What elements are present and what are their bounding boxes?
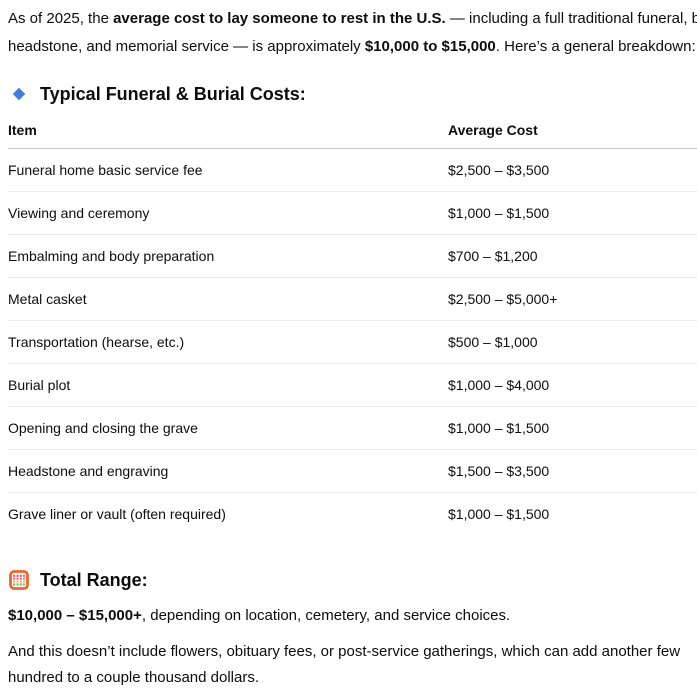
intro-text: headstone, and memorial service — is app… bbox=[8, 38, 365, 55]
column-header-item: Item bbox=[8, 116, 448, 149]
table-row: Viewing and ceremony $1,000 – $1,500 bbox=[8, 191, 697, 235]
item-cell: Funeral home basic service fee bbox=[8, 148, 448, 192]
table-row: Embalming and body preparation $700 – $1… bbox=[8, 234, 697, 278]
intro-bold-text: average cost to lay someone to rest in t… bbox=[113, 10, 446, 27]
table-row: Opening and closing the grave $1,000 – $… bbox=[8, 406, 697, 450]
intro-line-2: headstone, and memorial service — is app… bbox=[8, 33, 697, 61]
item-cell: Viewing and ceremony bbox=[8, 191, 448, 235]
intro-bold-text: $10,000 to $15,000 bbox=[364, 38, 496, 55]
costs-table-body: Funeral home basic service fee $2,500 – … bbox=[8, 148, 697, 536]
item-cell: Burial plot bbox=[8, 363, 448, 407]
cost-cell: $1,000 – $1,500 bbox=[448, 506, 550, 522]
costs-section-title: Typical Funeral & Burial Costs: bbox=[40, 84, 306, 104]
cost-cell: $1,000 – $4,000 bbox=[448, 363, 697, 407]
table-row: Transportation (hearse, etc.) $500 – $1,… bbox=[8, 320, 697, 364]
item-cell: Opening and closing the grave bbox=[8, 406, 448, 450]
table-row: Metal casket $2,500 – $5,000+ bbox=[8, 277, 697, 321]
abacus-icon bbox=[8, 570, 30, 590]
table-row: Funeral home basic service fee $2,500 – … bbox=[8, 148, 697, 192]
total-range-heading: Total Range: bbox=[8, 568, 697, 592]
table-row: Headstone and engraving $1,500 – $3,500 bbox=[8, 449, 697, 493]
table-row: Grave liner or vault (often required) $1… bbox=[8, 493, 697, 536]
item-cell: Grave liner or vault (often required) bbox=[8, 506, 226, 522]
closing-paragraph: And this doesn’t include flowers, obitua… bbox=[8, 643, 681, 686]
total-range-paragraph: $10,000 – $15,000+, depending on locatio… bbox=[8, 606, 694, 626]
item-cell: Headstone and engraving bbox=[8, 449, 448, 493]
cost-cell: $1,500 – $3,500 bbox=[448, 449, 697, 493]
cost-cell: $2,500 – $3,500 bbox=[448, 148, 697, 192]
costs-table-header: Item Average Cost bbox=[8, 116, 697, 149]
intro-line-1: As of 2025, the average cost to lay some… bbox=[8, 5, 697, 33]
costs-table: Item Average Cost Funeral home basic ser… bbox=[8, 116, 697, 535]
table-row: Burial plot $1,000 – $4,000 bbox=[8, 363, 697, 407]
intro-text: — including a full traditional funeral, … bbox=[449, 10, 697, 27]
total-range-title: Total Range: bbox=[40, 570, 148, 590]
header-row: Item Average Cost bbox=[8, 116, 697, 149]
cost-cell: $500 – $1,000 bbox=[448, 320, 697, 364]
intro-text: As of 2025, the bbox=[8, 10, 114, 27]
item-cell: Embalming and body preparation bbox=[8, 234, 448, 278]
item-cell: Transportation (hearse, etc.) bbox=[8, 320, 448, 364]
cost-cell: $1,000 – $1,500 bbox=[448, 191, 697, 235]
intro-paragraph: As of 2025, the average cost to lay some… bbox=[8, 5, 697, 61]
blue-diamond-icon bbox=[8, 87, 30, 101]
cost-cell: $1,000 – $1,500 bbox=[448, 406, 697, 450]
costs-section-heading: Typical Funeral & Burial Costs: bbox=[8, 82, 697, 106]
total-range-amount: $10,000 – $15,000+ bbox=[8, 607, 142, 624]
cost-cell: $700 – $1,200 bbox=[448, 234, 697, 278]
total-range-text: , depending on location, cemetery, and s… bbox=[141, 607, 511, 624]
cost-cell: $2,500 – $5,000+ bbox=[448, 277, 697, 321]
column-header-average-cost: Average Cost bbox=[448, 116, 697, 149]
intro-text: . Here’s a general breakdown: bbox=[495, 38, 696, 55]
item-cell: Metal casket bbox=[8, 277, 448, 321]
